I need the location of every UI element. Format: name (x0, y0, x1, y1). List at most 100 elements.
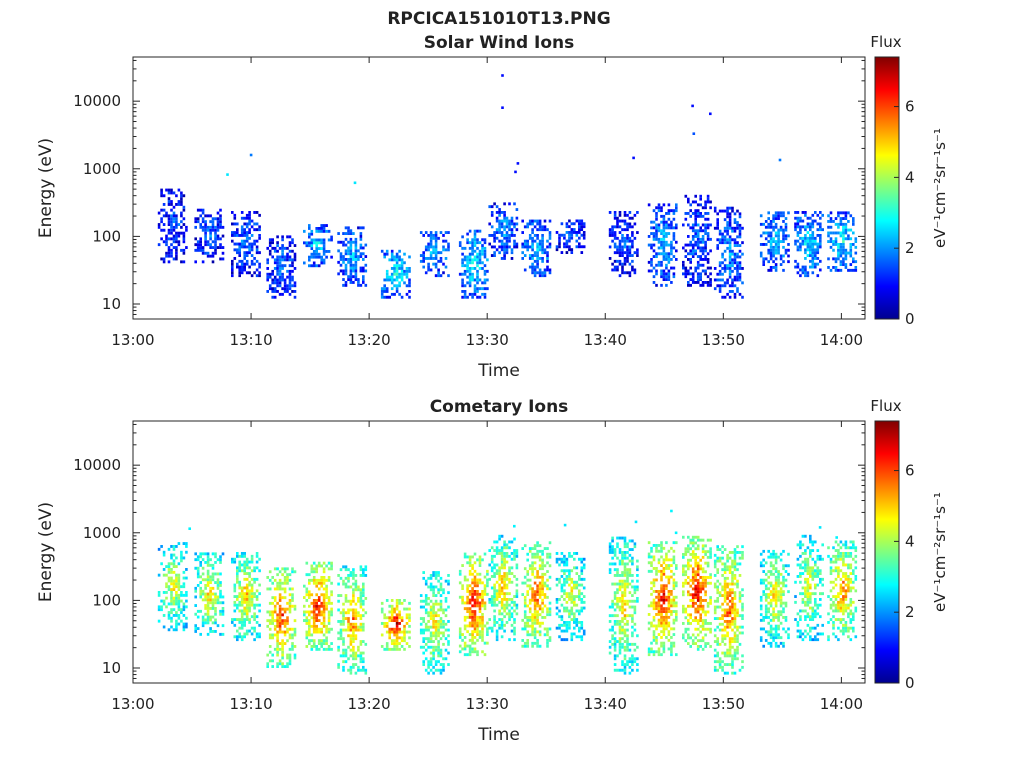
heatmap-cell (728, 258, 732, 262)
heatmap-cell (243, 268, 246, 272)
heatmap-cell (337, 663, 340, 666)
heatmap-cell (463, 552, 467, 556)
colorbar-unit-label: eV⁻¹cm⁻²sr⁻¹s⁻¹ (931, 128, 949, 248)
heatmap-cell (578, 629, 581, 633)
heatmap-cell (478, 618, 482, 622)
heatmap-cell (276, 244, 279, 247)
heatmap-cell (273, 281, 277, 285)
x-tick-label: 13:50 (702, 331, 745, 349)
heatmap-cell (809, 259, 812, 263)
heatmap-cell (162, 214, 166, 218)
heatmap-cell (388, 610, 391, 614)
heatmap-cell (233, 231, 237, 234)
heatmap-cell (667, 203, 671, 207)
heatmap-cell (395, 290, 399, 293)
heatmap-cell (432, 236, 435, 240)
heatmap-cell (204, 552, 207, 556)
heatmap-cell (478, 624, 482, 628)
heatmap-cell (175, 585, 178, 589)
heatmap-cell (271, 269, 274, 273)
heatmap-cell (613, 640, 617, 643)
heatmap-cell (784, 217, 788, 220)
heatmap-cell (177, 579, 181, 583)
heatmap-cell (555, 600, 559, 604)
heatmap-cell (315, 567, 318, 571)
heatmap-cell (288, 287, 292, 291)
heatmap-cell (439, 585, 443, 589)
heatmap-cell (398, 627, 401, 631)
heatmap-cell (528, 549, 532, 553)
heatmap-cell (359, 597, 363, 600)
heatmap-cell (201, 211, 205, 215)
heatmap-cell (794, 242, 797, 246)
heatmap-cell (390, 278, 394, 282)
heatmap-cell (315, 247, 318, 250)
heatmap-cell (533, 225, 537, 229)
heatmap-cell (214, 248, 217, 252)
heatmap-cell (362, 585, 365, 589)
heatmap-cell (528, 257, 532, 260)
heatmap-cell (216, 558, 220, 562)
heatmap-cell (568, 609, 571, 613)
heatmap-cell (308, 232, 311, 236)
heatmap-cell (266, 272, 269, 276)
heatmap-cell (728, 252, 732, 256)
heatmap-cell (288, 587, 292, 591)
heatmap-cell (631, 231, 634, 234)
heatmap-cell (816, 274, 820, 278)
heatmap-cell (814, 242, 817, 246)
heatmap-cell (380, 610, 384, 614)
heatmap-cell (570, 632, 574, 636)
heatmap-cell (283, 622, 287, 625)
heatmap-cell (424, 628, 428, 632)
heatmap-cell (543, 225, 547, 229)
heatmap-cell (395, 616, 399, 620)
heatmap-cell (243, 254, 246, 257)
heatmap-cell (655, 232, 658, 235)
heatmap-cell (447, 628, 450, 632)
heatmap-cell (458, 581, 462, 585)
heatmap-cell (344, 237, 348, 241)
heatmap-cell (488, 626, 491, 630)
heatmap-cell (548, 564, 552, 568)
panel-title: Solar Wind Ions (424, 33, 575, 53)
heatmap-cell (357, 611, 360, 615)
heatmap-cell (216, 220, 220, 224)
heatmap-cell (490, 598, 494, 601)
heatmap-cell (538, 564, 542, 568)
heatmap-cell (362, 660, 365, 664)
heatmap-cell (849, 254, 853, 258)
heatmap-cell (278, 275, 282, 279)
heatmap-cell (616, 248, 619, 252)
heatmap-cell (276, 261, 279, 265)
heatmap-cell (657, 203, 661, 207)
heatmap-cell (621, 617, 624, 620)
heatmap-cell (495, 589, 499, 593)
heatmap-cell (631, 599, 634, 603)
heatmap-cell (515, 612, 519, 616)
panel-cometary-ions: Cometary Ions 13:00 13:10 13:20 13:30 13:40 1… (36, 397, 949, 745)
heatmap-cell (165, 234, 168, 238)
heatmap-cell (852, 217, 855, 220)
heatmap-cell (580, 233, 584, 237)
heatmap-cell (613, 245, 617, 249)
heatmap-cell (521, 257, 524, 260)
heatmap-cell (804, 251, 807, 255)
heatmap-cell (322, 561, 326, 565)
heatmap-cell (618, 213, 622, 217)
heatmap-cell (618, 582, 622, 586)
heatmap-cell (473, 575, 477, 579)
heatmap-cell (357, 648, 360, 652)
heatmap-cell (405, 607, 409, 611)
heatmap-cell (809, 265, 812, 269)
heatmap-cell (500, 598, 504, 601)
heatmap-cell (701, 214, 705, 218)
heatmap-cell (211, 601, 215, 605)
heatmap-cell (276, 255, 279, 259)
heatmap-cell (317, 639, 321, 643)
heatmap-cell (238, 242, 241, 246)
heatmap-cell (238, 248, 241, 252)
heatmap-cell (216, 598, 220, 602)
heatmap-cell (442, 591, 445, 595)
heatmap-cell (199, 589, 202, 593)
